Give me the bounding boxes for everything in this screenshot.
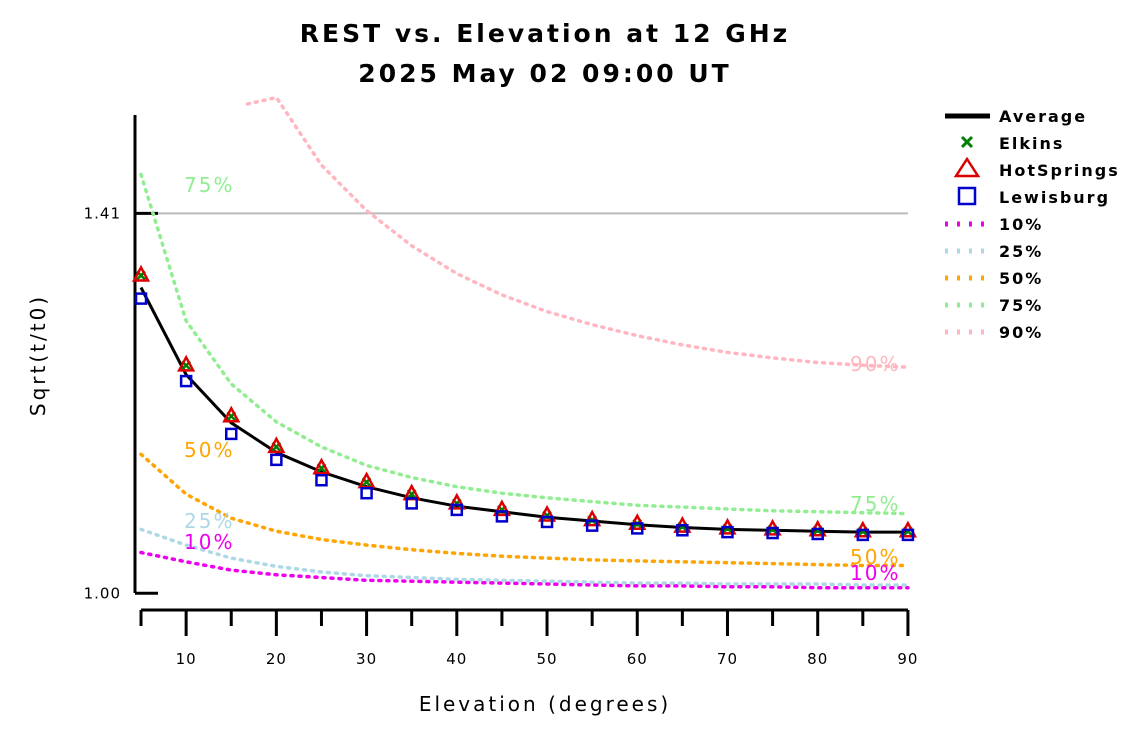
point-hotsprings — [492, 499, 512, 517]
curve-label: 10% — [850, 561, 900, 585]
curve-label: 75% — [850, 492, 900, 516]
legend-item-elkins: Elkins — [960, 134, 1064, 153]
point-lewisburg — [811, 527, 824, 541]
x-tick-label: 50 — [536, 650, 557, 668]
point-hotsprings — [583, 509, 602, 527]
legend-label: 10% — [999, 215, 1043, 234]
legend-label: Average — [999, 107, 1087, 126]
legend-item-hotsprings: HotSprings — [953, 156, 1120, 180]
point-lewisburg — [721, 525, 734, 539]
point-hotsprings — [447, 492, 466, 510]
legend-swatch — [957, 186, 977, 206]
curve-label: 75% — [184, 173, 234, 197]
point-hotsprings — [131, 264, 151, 282]
chart-title: REST vs. Elevation at 12 GHz — [300, 19, 790, 48]
point-lewisburg — [856, 528, 870, 542]
x-tick-label: 80 — [807, 650, 828, 668]
curve-label: 50% — [184, 438, 234, 462]
point-lewisburg — [631, 522, 644, 535]
legend-label: 25% — [999, 242, 1043, 261]
y-axis-label: Sqrt(t/t0) — [26, 294, 50, 416]
x-axis-label: Elevation (degrees) — [419, 692, 671, 716]
series-average-line — [139, 286, 908, 534]
point-lewisburg — [134, 292, 148, 305]
legend-item-25pct: 25% — [945, 242, 1043, 261]
curve-label: 25% — [184, 509, 234, 533]
point-lewisburg — [766, 526, 779, 540]
curve-label: 50% — [850, 545, 900, 569]
series-10pct-line — [139, 550, 910, 590]
legend-item-lewisburg: Lewisburg — [957, 186, 1110, 207]
point-hotsprings — [537, 504, 557, 522]
legend-item-average: Average — [945, 107, 1087, 126]
plot-area — [131, 95, 918, 590]
point-lewisburg — [179, 374, 193, 388]
legend-label: HotSprings — [999, 161, 1120, 180]
point-lewisburg — [405, 497, 418, 510]
legend-label: 75% — [999, 296, 1043, 315]
point-hotsprings — [267, 436, 286, 454]
legend-swatch — [960, 135, 974, 149]
legend: Average Elkins HotSprings Lewisburg 10% 25% 50… — [945, 107, 1120, 342]
point-lewisburg — [495, 510, 509, 523]
point-lewisburg — [676, 524, 689, 537]
x-tick-label: 90 — [897, 650, 918, 668]
legend-item-10pct: 10% — [945, 215, 1043, 234]
x-tick-label: 30 — [356, 650, 377, 668]
point-hotsprings — [312, 457, 331, 475]
point-hotsprings — [222, 405, 241, 423]
series-75pct-line — [139, 172, 910, 516]
x-tick-label: 60 — [627, 650, 648, 668]
legend-swatch — [953, 156, 981, 178]
legend-label: 50% — [999, 269, 1043, 288]
point-lewisburg — [315, 473, 328, 487]
series-90pct-line — [245, 95, 910, 369]
x-tick-label: 40 — [446, 650, 467, 668]
point-lewisburg — [540, 515, 554, 529]
y-tick-label: 1.41 — [84, 204, 121, 222]
point-lewisburg — [224, 427, 238, 441]
point-hotsprings — [177, 354, 196, 372]
curve-labels: 75%50%25%10%90%75%50%10% — [184, 173, 900, 585]
legend-label: Elkins — [999, 134, 1064, 153]
x-tick-label: 70 — [717, 650, 738, 668]
point-lewisburg — [360, 486, 373, 500]
point-lewisburg — [450, 503, 464, 517]
series-50pct-line — [139, 452, 910, 568]
point-lewisburg — [901, 528, 915, 542]
y-tick-label: 1.00 — [84, 584, 121, 602]
legend-label: 90% — [999, 323, 1043, 342]
point-lewisburg — [270, 453, 283, 467]
axes: 1.00 1.41 10 20 30 40 50 60 70 80 90 — [84, 115, 918, 668]
x-tick-label: 20 — [266, 650, 287, 668]
point-lewisburg — [585, 519, 599, 532]
legend-item-50pct: 50% — [945, 269, 1043, 288]
curve-label: 10% — [184, 530, 234, 554]
legend-label: Lewisburg — [999, 188, 1110, 207]
x-tick-label: 10 — [176, 650, 197, 668]
legend-item-75pct: 75% — [945, 296, 1043, 315]
curve-label: 90% — [850, 352, 900, 376]
legend-item-90pct: 90% — [945, 323, 1043, 342]
chart-subtitle: 2025 May 02 09:00 UT — [358, 59, 731, 88]
